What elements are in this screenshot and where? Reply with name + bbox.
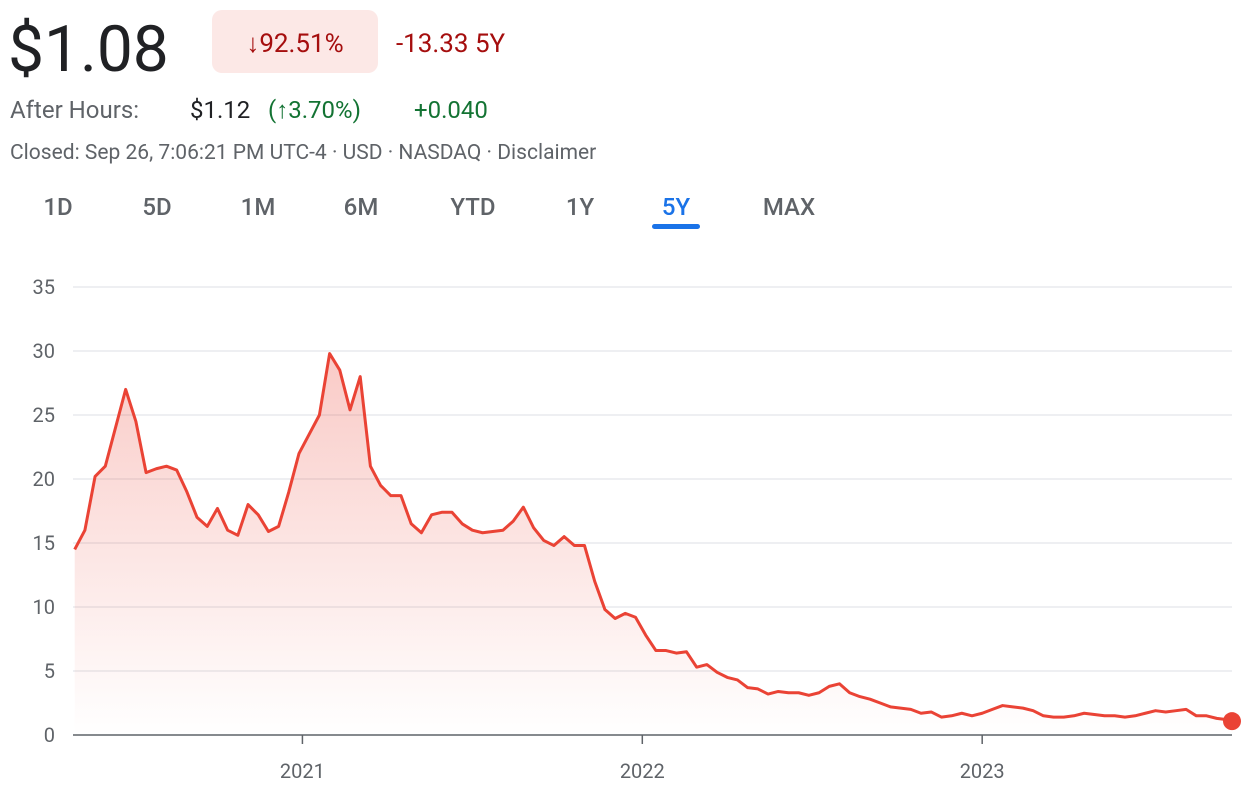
y-tick-label: 0 bbox=[44, 723, 55, 747]
y-tick-label: 20 bbox=[33, 467, 55, 491]
y-tick-label: 15 bbox=[33, 531, 55, 555]
range-tab[interactable]: 6M bbox=[344, 193, 379, 221]
range-tab[interactable]: 1D bbox=[43, 193, 72, 221]
price: $1.08 bbox=[8, 12, 169, 87]
after-hours-price: $1.12 bbox=[190, 96, 250, 124]
range-tab[interactable]: 1Y bbox=[566, 193, 595, 221]
y-tick-label: 5 bbox=[44, 659, 55, 683]
range-tabs: 1D 5D 1M 6M YTD 1Y 5Y MAX bbox=[43, 193, 815, 229]
market-status: Closed: Sep 26, 7:06:21 PM UTC-4 · USD ·… bbox=[10, 141, 596, 165]
y-tick-label: 30 bbox=[33, 339, 55, 363]
tab-underline bbox=[652, 224, 700, 229]
range-tab[interactable]: YTD bbox=[450, 193, 495, 221]
y-tick-label: 10 bbox=[33, 595, 55, 619]
price-line bbox=[73, 352, 1233, 723]
range-tab[interactable]: MAX bbox=[763, 193, 815, 221]
change-amount: -13.33 5Y bbox=[396, 29, 506, 59]
x-tick-label: 2022 bbox=[620, 759, 665, 783]
range-tab[interactable]: 5Y bbox=[662, 193, 691, 221]
range-tab[interactable]: 5D bbox=[142, 193, 171, 221]
x-tick-label: 2021 bbox=[280, 759, 325, 783]
range-tab[interactable]: 1M bbox=[241, 193, 276, 221]
after-hours-change-percent: (↑3.70%) bbox=[268, 96, 361, 124]
change-percent: ↓92.51% bbox=[246, 29, 343, 59]
change-pill bbox=[212, 10, 378, 73]
x-tick-label: 2023 bbox=[960, 759, 1005, 783]
y-tick-label: 25 bbox=[33, 403, 55, 427]
area bbox=[74, 353, 1232, 735]
y-tick-label: 35 bbox=[33, 275, 55, 299]
plot: 0 5 10 15 20 25 30 35 2021 2022 2023 bbox=[33, 275, 1241, 783]
after-hours-label: After Hours: bbox=[10, 96, 139, 124]
last-point bbox=[1223, 712, 1241, 731]
after-hours-change: +0.040 bbox=[414, 96, 488, 124]
